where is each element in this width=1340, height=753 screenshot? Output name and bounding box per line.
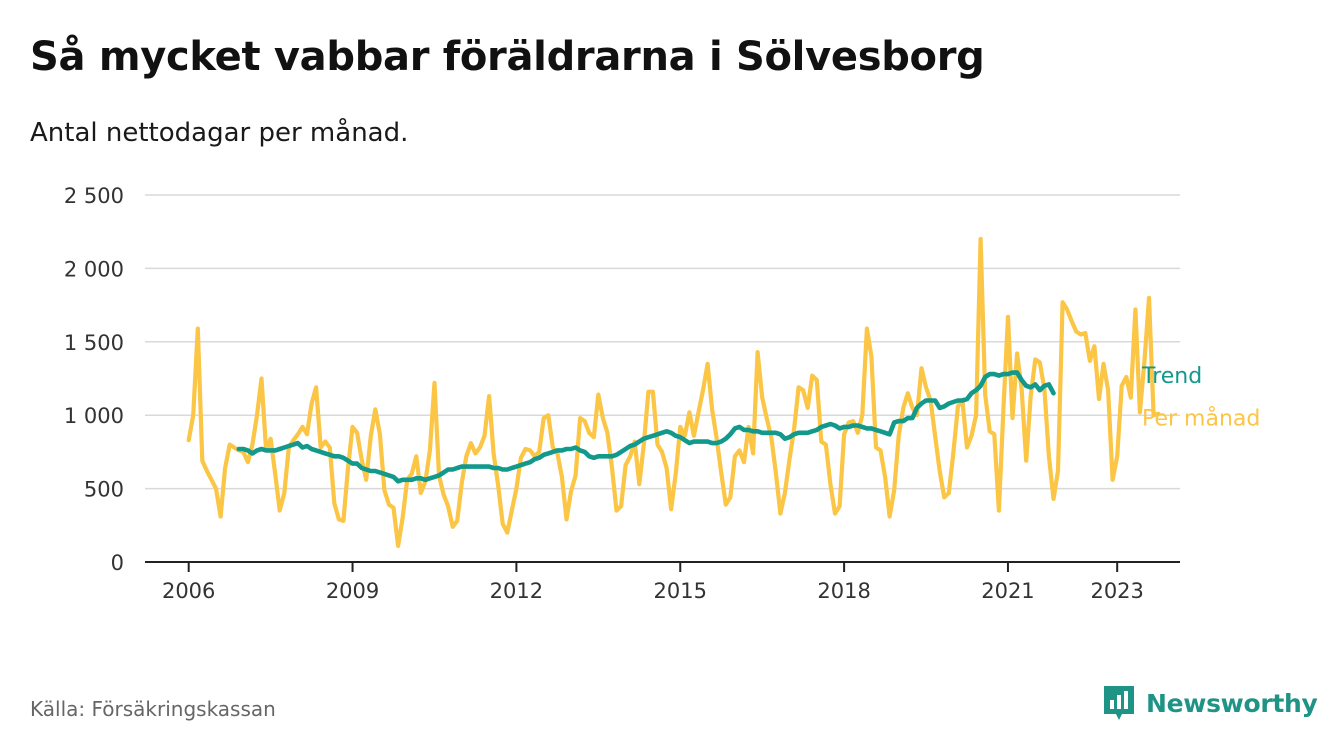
chart-title: Så mycket vabbar föräldrarna i Sölvesbor… <box>30 34 985 80</box>
brand-name: Newsworthy <box>1146 688 1318 718</box>
newsworthy-logo-icon <box>1104 686 1134 720</box>
x-tick-label: 2023 <box>1090 579 1143 603</box>
x-tick-label: 2006 <box>162 579 215 603</box>
series-labels: Per månad Trend <box>1141 364 1260 432</box>
x-tick-label: 2012 <box>490 579 543 603</box>
y-tick-label: 2 500 <box>64 184 124 208</box>
y-tick-label: 500 <box>84 478 124 502</box>
series-label-monthly: Per månad <box>1142 406 1260 432</box>
x-tick-label: 2015 <box>654 579 707 603</box>
source-note: Källa: Försäkringskassan <box>30 697 276 721</box>
y-tick-label: 0 <box>111 551 124 575</box>
x-tick-label: 2009 <box>326 579 379 603</box>
brand-logo-group[interactable]: Newsworthy <box>1102 683 1318 723</box>
chart-subtitle: Antal nettodagar per månad. <box>30 118 409 148</box>
y-tick-label: 1 500 <box>64 331 124 355</box>
series-lines <box>186 236 1161 548</box>
x-axis-ticks: 2006 2009 2012 2015 2018 2021 2023 <box>162 562 1144 603</box>
x-tick-label: 2021 <box>981 579 1034 603</box>
y-tick-label: 2 000 <box>64 257 124 281</box>
series-label-trend: Trend <box>1141 364 1202 389</box>
series-line-trend <box>236 370 1056 484</box>
y-tick-label: 1 000 <box>64 404 124 428</box>
x-tick-label: 2018 <box>817 579 870 603</box>
series-line-monthly <box>186 236 1161 548</box>
y-axis-ticks: 0 500 1 000 1 500 2 000 2 500 <box>64 184 124 575</box>
